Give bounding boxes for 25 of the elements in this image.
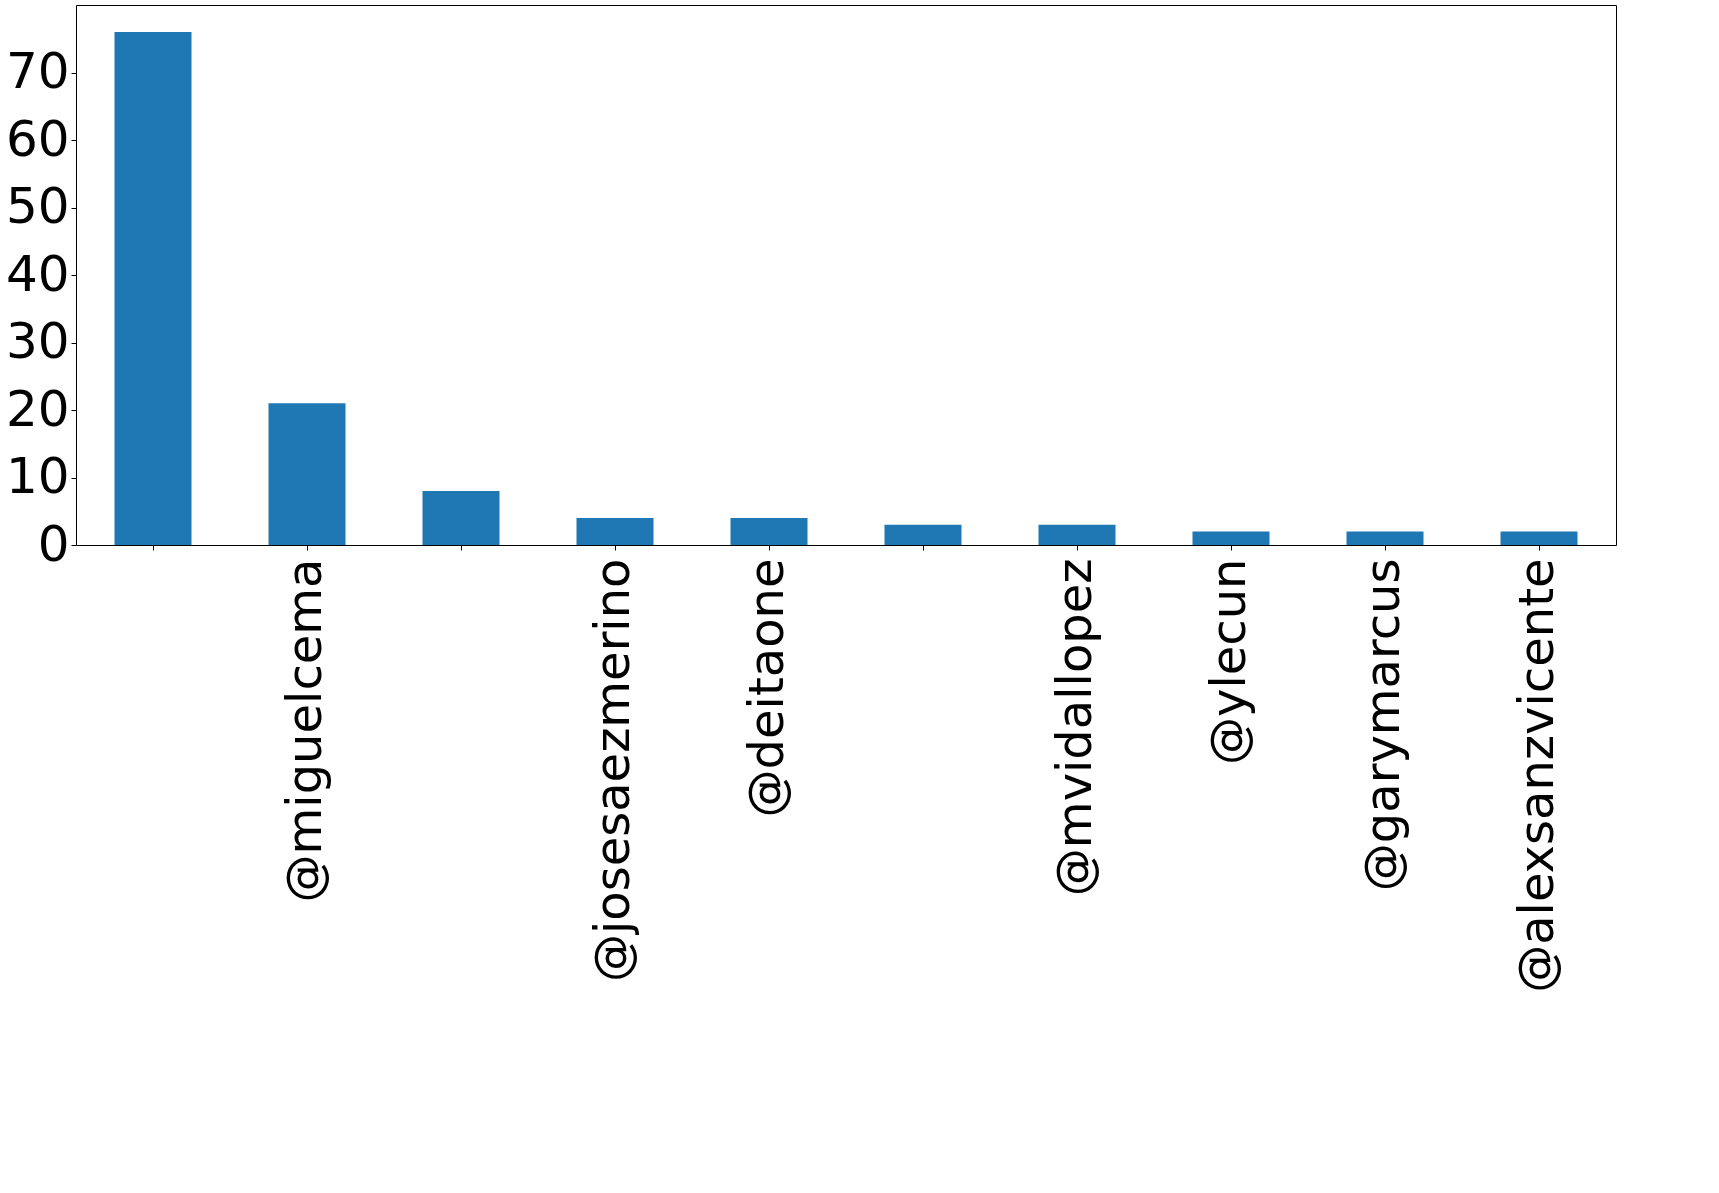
bar	[1192, 531, 1270, 545]
y-tick-label: 60	[5, 109, 70, 168]
x-tick-label: @mvidallopez	[1046, 558, 1102, 897]
bar	[1346, 531, 1424, 545]
x-tick-label: @josesaezmerino	[584, 558, 640, 983]
bar	[576, 518, 654, 545]
bar	[114, 32, 192, 545]
y-tick-label: 70	[5, 42, 70, 100]
y-tick-label: 40	[5, 244, 70, 303]
bar	[1500, 531, 1578, 545]
y-tick-label: 30	[5, 312, 70, 370]
bar	[730, 518, 808, 545]
bar	[422, 491, 500, 545]
x-tick-label: @alexsanzvicente	[1508, 558, 1564, 993]
y-tick-label: 10	[5, 447, 70, 505]
y-tick-label: 0	[37, 514, 70, 573]
bar	[268, 403, 346, 545]
x-tick-label: @ylecun	[1200, 558, 1256, 766]
x-tick-label: @garymarcus	[1354, 558, 1410, 892]
x-tick-label: @miguelcema	[276, 558, 332, 903]
bar	[1038, 524, 1116, 545]
y-tick-label: 20	[5, 379, 70, 438]
bar	[884, 524, 962, 545]
x-tick-label: @deitaone	[738, 558, 794, 818]
y-tick-label: 50	[5, 177, 70, 235]
